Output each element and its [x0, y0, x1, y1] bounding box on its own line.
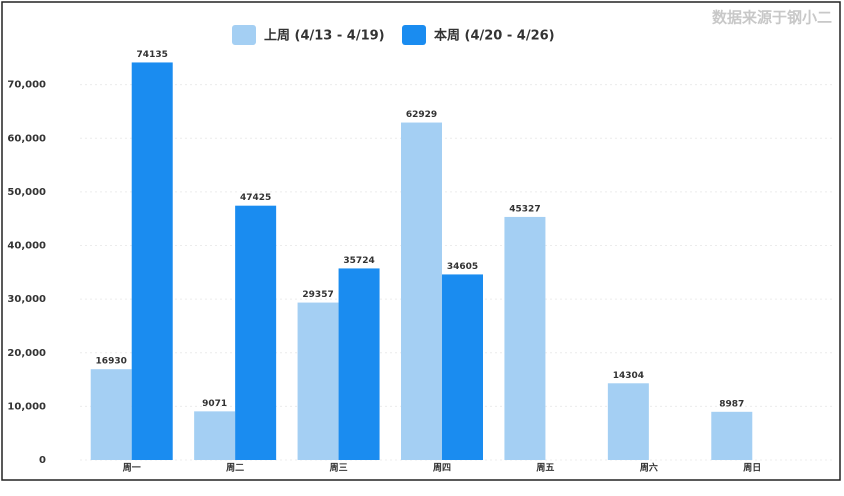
x-tick-label: 周三	[330, 463, 348, 474]
bar	[711, 411, 753, 460]
y-tick-label: 30,000	[7, 294, 46, 305]
bar	[338, 268, 380, 460]
value-label: 8987	[719, 399, 744, 409]
bar	[90, 369, 132, 460]
value-label: 16930	[96, 357, 127, 367]
legend-label: 本周 (4/20 - 4/26)	[434, 28, 555, 44]
y-tick-label: 20,000	[7, 348, 46, 359]
value-label: 47425	[240, 193, 271, 203]
x-tick-label: 周四	[433, 463, 451, 474]
y-tick-label: 10,000	[7, 401, 46, 412]
x-tick-label: 周日	[743, 463, 761, 474]
bar	[235, 205, 277, 460]
x-tick-label: 周六	[640, 462, 658, 474]
bar	[131, 62, 173, 461]
source-note: 数据来源于钢小二	[712, 9, 832, 27]
bar	[607, 383, 649, 460]
y-tick-label: 40,000	[7, 241, 46, 252]
bar	[194, 411, 236, 460]
value-label: 9071	[202, 399, 227, 409]
y-tick-label: 0	[39, 455, 46, 466]
legend-swatch	[232, 25, 256, 45]
value-label: 14304	[613, 371, 644, 381]
value-label: 35724	[343, 256, 374, 266]
x-tick-label: 周二	[226, 463, 244, 474]
legend-label: 上周 (4/13 - 4/19)	[264, 29, 385, 44]
y-tick-label: 70,000	[7, 80, 46, 91]
value-label: 34605	[447, 262, 478, 272]
bar	[504, 216, 546, 460]
value-label: 29357	[302, 290, 333, 300]
value-label: 62929	[406, 110, 437, 120]
x-tick-label: 周五	[536, 463, 554, 474]
bar	[442, 274, 483, 460]
value-label: 45327	[509, 204, 540, 214]
legend-swatch	[402, 25, 426, 45]
value-label: 74135	[137, 50, 168, 60]
bar	[401, 122, 442, 460]
bar	[297, 302, 339, 460]
x-tick-label: 周一	[123, 463, 141, 474]
y-tick-label: 50,000	[7, 187, 46, 198]
y-tick-label: 60,000	[7, 133, 46, 144]
